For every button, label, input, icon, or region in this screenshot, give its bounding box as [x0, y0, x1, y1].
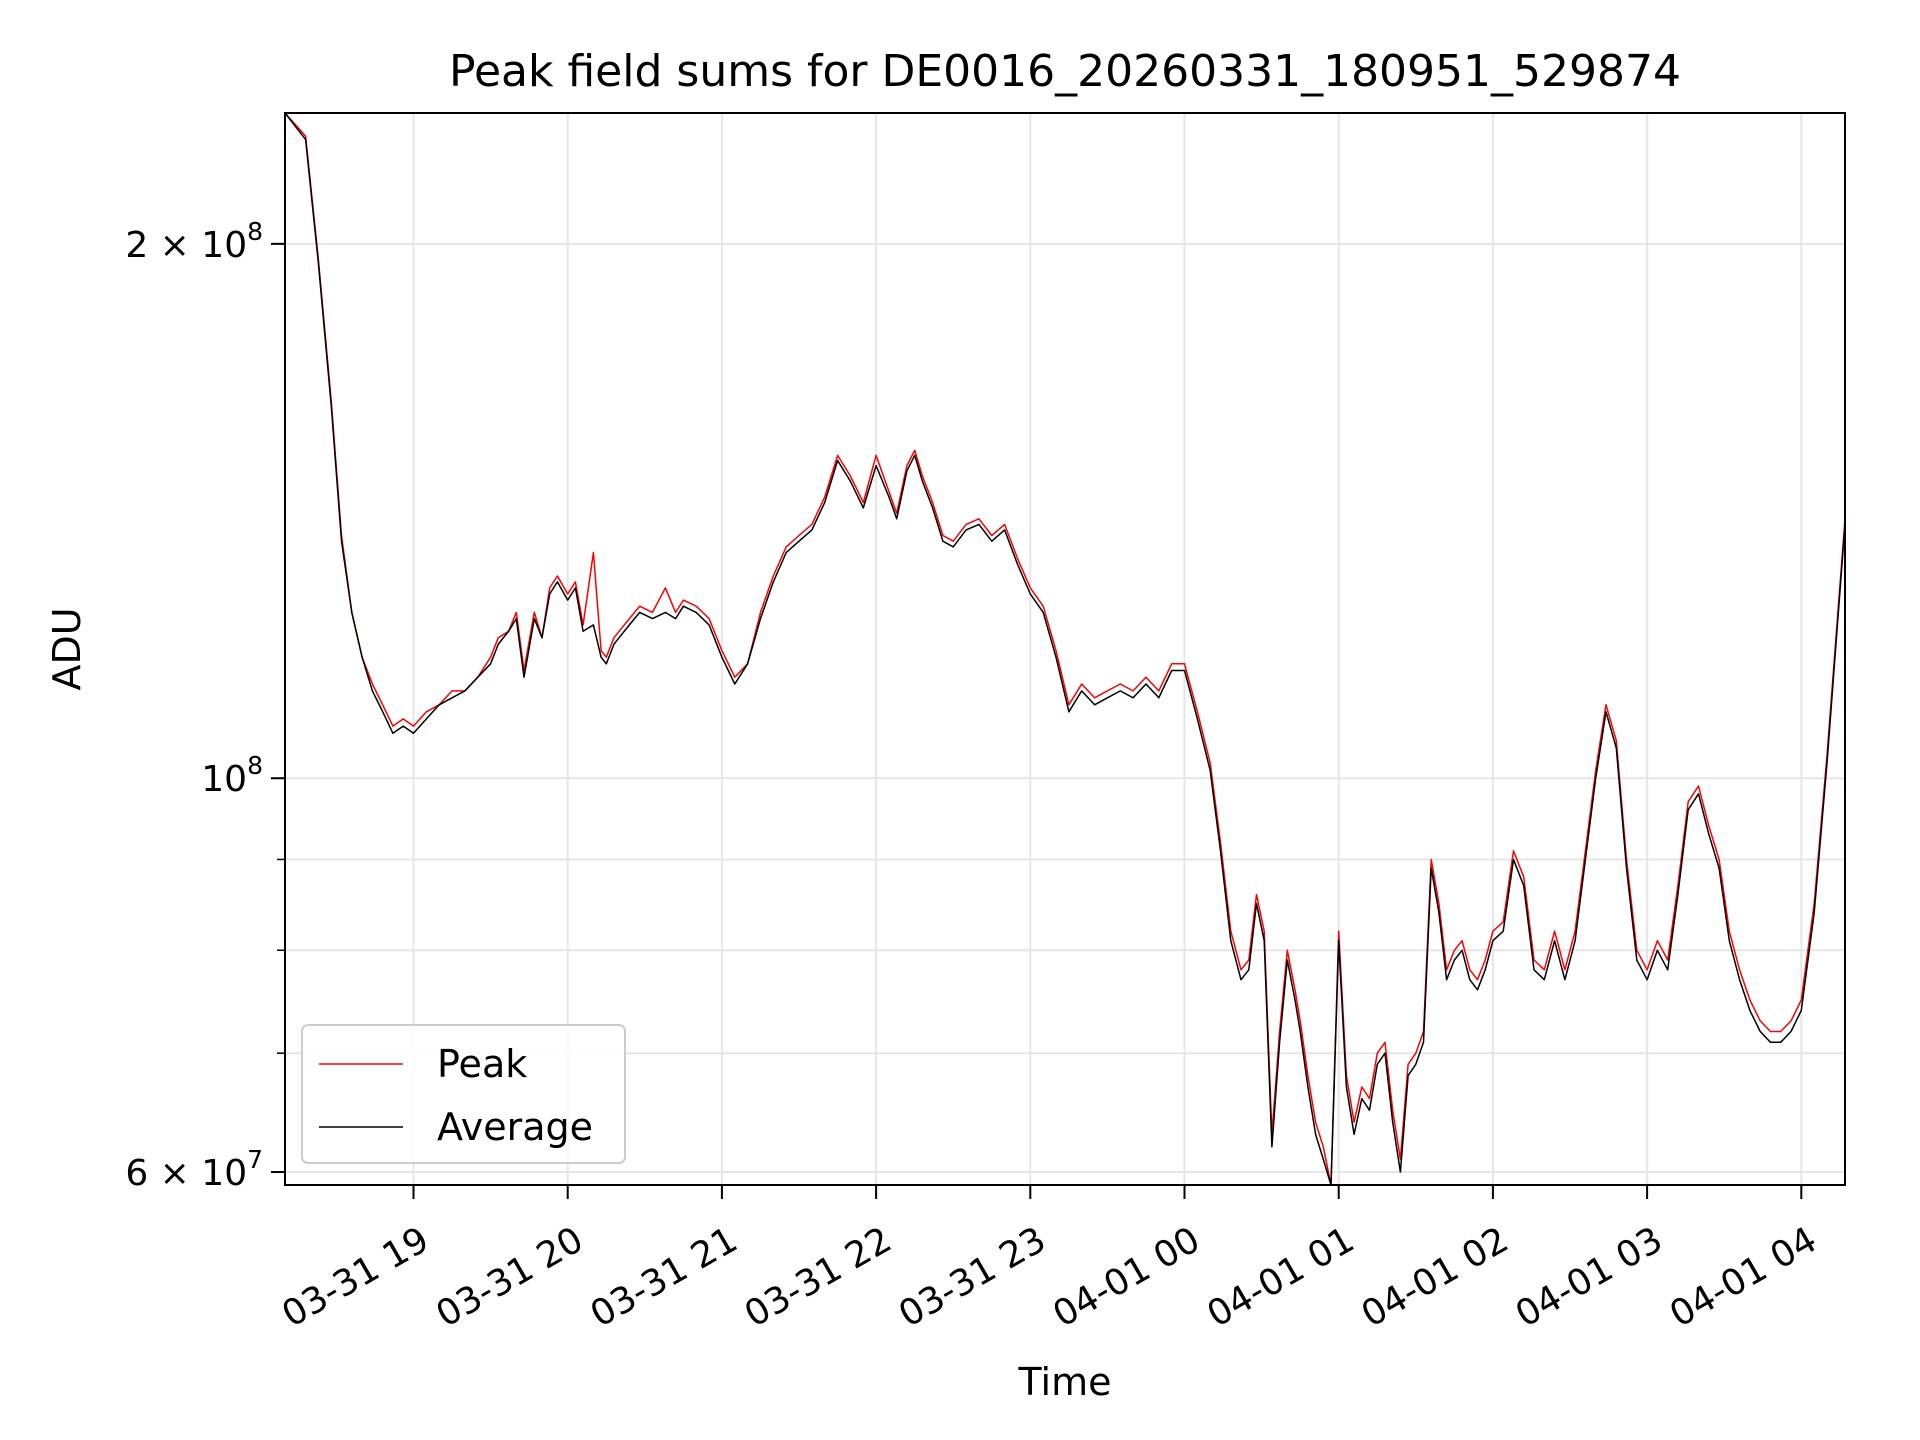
series-line-peak	[284, 112, 1846, 1186]
x-axis-label: Time	[1018, 1360, 1112, 1404]
chart-title: Peak field sums for DE0016_20260331_1809…	[449, 46, 1681, 97]
legend-label-peak: Peak	[437, 1042, 527, 1086]
y-tick-label: 108	[201, 751, 263, 800]
plot-frame	[284, 112, 1846, 1186]
y-tick-label-exponent: 8	[247, 217, 263, 246]
y-tick-label-base: 6 × 10	[125, 1153, 247, 1194]
y-tick-label: 2 × 108	[125, 217, 263, 266]
y-tick-label: 6 × 107	[125, 1145, 263, 1194]
y-tick-label-base: 10	[201, 759, 247, 800]
y-tick-label-exponent: 8	[247, 751, 263, 780]
legend: Peak Average	[301, 1024, 626, 1164]
series-line-average	[284, 112, 1846, 1186]
legend-label-average: Average	[437, 1105, 593, 1149]
legend-box	[301, 1024, 626, 1164]
series-lines	[284, 112, 1846, 1186]
grid	[285, 113, 1845, 1185]
y-tick-label-base: 2 × 10	[125, 225, 247, 266]
y-tick-label-exponent: 7	[247, 1145, 263, 1174]
y-axis-label: ADU	[45, 607, 89, 690]
